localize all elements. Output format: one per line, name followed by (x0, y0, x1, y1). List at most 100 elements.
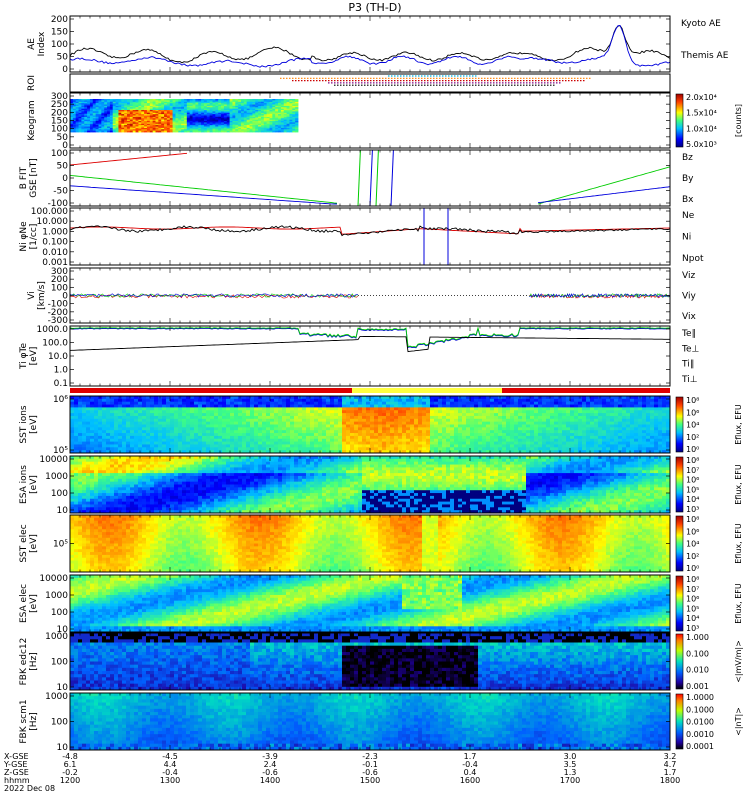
sst_ions-cell (298, 435, 303, 440)
keogram-cell (112, 121, 116, 123)
keogram-cell (292, 103, 296, 105)
keogram-cell (115, 130, 119, 133)
sst_ions-cell (278, 424, 283, 428)
keogram-cell (212, 119, 216, 122)
keogram-cell (75, 129, 79, 132)
keogram-cell (101, 105, 105, 108)
sst_ions-cell (378, 435, 383, 440)
keogram-cell (158, 114, 162, 116)
bfield-ytick-label: 50 (57, 162, 69, 172)
sst_ions-cell (110, 396, 115, 400)
keogram-cell (129, 114, 134, 116)
sst_ions-cell (434, 438, 439, 442)
keogram-cell (212, 115, 216, 118)
sst_ions-cell (266, 413, 271, 417)
keogram-cell (241, 116, 245, 119)
keogram-cell (246, 119, 250, 122)
keogram-cell (101, 119, 105, 122)
keogram-cell (127, 125, 131, 127)
sst_ions-cell (454, 415, 459, 420)
keogram-cell (118, 112, 122, 115)
keogram-cell (175, 112, 179, 115)
keogram-cell (272, 111, 276, 114)
keogram-cell (75, 108, 79, 111)
keogram-cell (138, 101, 142, 104)
keogram-cell (84, 125, 88, 127)
sst_ions-cell (414, 418, 419, 423)
keogram-cell (144, 100, 148, 103)
sst_ions-cell (174, 450, 179, 454)
keogram-cell (121, 112, 125, 115)
keogram-cell (189, 118, 193, 121)
keogram-cell (161, 104, 165, 107)
keogram-cell (115, 115, 119, 118)
keogram-cell (89, 112, 94, 115)
sst_ions-cell (134, 398, 139, 403)
sst_ions-cell (226, 427, 231, 431)
sst_ions-cell (390, 433, 395, 437)
bfield-series-by (69, 174, 338, 204)
keogram-cell (84, 116, 88, 119)
sst_ions-cell (486, 430, 491, 434)
keogram-cell (115, 122, 119, 125)
keogram-cell (184, 114, 188, 116)
keogram-cell (144, 130, 148, 133)
sst_ions-cell (114, 410, 119, 414)
sst_ions-cell (82, 401, 87, 405)
keogram-cell (229, 104, 233, 107)
keogram-cell (152, 114, 156, 116)
keogram-cell (141, 99, 145, 101)
keogram-cell (215, 108, 219, 111)
sst_ions-cell (210, 441, 215, 445)
sst_ions-cell (206, 410, 211, 414)
sst_ions-cell (150, 418, 155, 423)
sst_ions-cell (298, 427, 303, 431)
keogram-cell (175, 99, 179, 101)
keogram-cell (192, 123, 196, 126)
sst_ions-cell (190, 396, 195, 400)
sst_ions-cell (114, 424, 119, 428)
keogram-cell (198, 114, 202, 116)
keogram-cell (107, 101, 111, 104)
sst_ions-cell (90, 427, 95, 431)
keogram-cell (241, 119, 245, 122)
keogram-cell (181, 101, 185, 104)
keogram-cell (295, 115, 299, 118)
keogram-cell (280, 123, 285, 126)
sst_ions-cell (250, 430, 255, 434)
sst_ions-cell (170, 410, 175, 414)
keogram-cell (84, 107, 88, 110)
keogram-cell (184, 112, 188, 115)
sst_ions-cell (234, 438, 239, 442)
keogram-cell (238, 122, 242, 125)
keogram-cell (243, 103, 248, 105)
keogram-cell (215, 119, 219, 122)
sst_ions-cell (350, 401, 355, 405)
sst_ions-cell (490, 441, 495, 445)
keogram-cell (258, 116, 262, 119)
keogram-cell (152, 121, 156, 123)
keogram-cell (178, 129, 182, 132)
keogram-cell (243, 123, 248, 126)
sst_ions-cell (298, 413, 303, 417)
sst_ions-cell (150, 401, 155, 405)
keogram-cell (201, 103, 205, 105)
keogram-cell (212, 114, 216, 116)
sst_ions-cell (338, 421, 343, 425)
keogram-cell (209, 126, 213, 129)
keogram-cell (192, 105, 196, 108)
keogram-cell (292, 119, 296, 122)
sst_ions-cell (86, 410, 91, 414)
keogram-cell (84, 127, 88, 130)
sst_ions-cell (266, 415, 271, 420)
keogram-cell (95, 111, 99, 114)
sst_ions-cell (422, 450, 427, 454)
sst_ions-cell (474, 407, 479, 411)
keogram-cell (218, 129, 222, 132)
sst_ions-cell (490, 418, 495, 423)
sst_ions-cell (338, 447, 343, 451)
keogram-cell (269, 126, 273, 129)
keogram-cell (186, 107, 191, 110)
sst_ions-cell (218, 430, 223, 434)
sst_ions-cell (238, 438, 243, 442)
